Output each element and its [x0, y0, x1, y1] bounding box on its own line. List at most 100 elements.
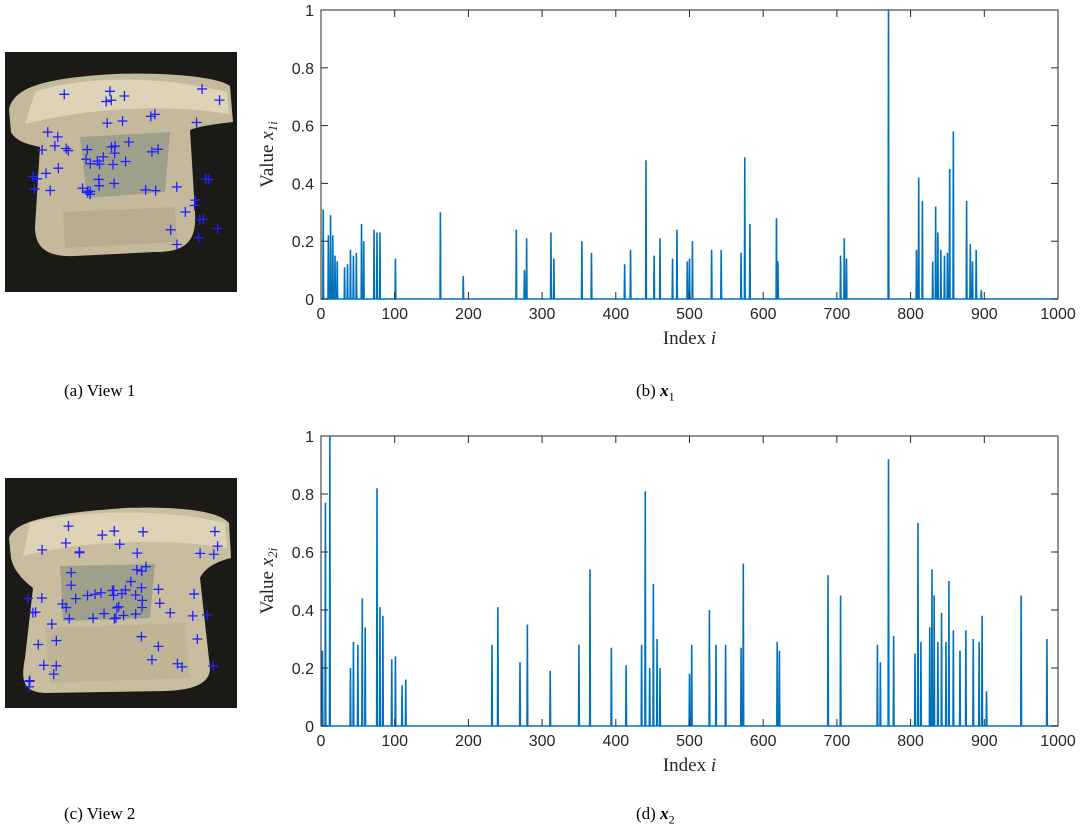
feature-marker	[63, 145, 74, 156]
x-tick-label: 100	[381, 733, 408, 750]
feature-marker	[97, 530, 108, 541]
feature-marker	[117, 116, 128, 127]
y-tick-label: 0.6	[292, 545, 314, 562]
feature-marker	[120, 156, 131, 167]
feature-marker	[37, 145, 48, 156]
caption-b-subscript: 1	[668, 389, 675, 404]
feature-marker	[189, 200, 200, 211]
feature-marker	[154, 598, 165, 609]
feature-marker	[110, 613, 121, 624]
feature-marker	[59, 89, 70, 100]
feature-marker	[51, 660, 62, 671]
x-tick-label: 1000	[1040, 306, 1076, 323]
x-tick-label: 600	[750, 733, 777, 750]
x-tick-label: 700	[824, 733, 851, 750]
y-tick-label: 0.6	[292, 119, 314, 136]
feature-marker	[136, 631, 147, 642]
feature-marker	[187, 610, 198, 621]
view2-image	[5, 478, 237, 708]
feature-marker	[106, 141, 117, 152]
caption-c: (c) View 2	[64, 804, 136, 823]
feature-marker	[138, 526, 149, 537]
feature-marker	[36, 593, 47, 604]
feature-marker	[82, 590, 93, 601]
feature-marker	[171, 239, 182, 250]
feature-marker	[74, 547, 85, 558]
feature-marker	[93, 174, 104, 185]
feature-marker	[23, 593, 34, 604]
feature-marker	[88, 613, 99, 624]
feature-marker	[106, 95, 117, 106]
x-tick-label: 0	[317, 306, 326, 323]
caption-b: (b) x1	[636, 381, 675, 404]
chart-x2: 0 100 200 300 400 500 600 700 800 900 1000 0 0.2 0.4 0…	[257, 429, 1076, 776]
feature-marker	[94, 159, 105, 170]
feature-marker	[140, 561, 151, 572]
x-tick-label: 500	[676, 306, 703, 323]
feature-marker	[118, 610, 129, 621]
feature-marker	[29, 184, 40, 195]
feature-marker	[53, 163, 64, 174]
feature-marker	[120, 585, 131, 596]
x-tick-label: 200	[455, 733, 482, 750]
feature-marker	[52, 131, 63, 142]
x-tick-label: 300	[529, 733, 556, 750]
caption-d-prefix: (d)	[636, 804, 661, 823]
y-tick-label: 0.2	[292, 661, 314, 678]
telephone-handset	[23, 512, 227, 556]
feature-marker	[61, 143, 72, 154]
feature-marker	[41, 168, 52, 179]
x-tick-label: 400	[602, 306, 629, 323]
x-tick-label: 800	[897, 733, 924, 750]
feature-marker	[208, 661, 219, 672]
y-tick-label: 0.4	[292, 603, 314, 620]
feature-marker	[146, 146, 157, 157]
y-tick-label: 0.8	[292, 61, 314, 78]
chart-x1: 0 100 200 300 400 500 600 700 800 900 1000 0 0.2 0.4 0…	[257, 3, 1076, 349]
x-tick-label: 400	[602, 733, 629, 750]
feature-marker	[150, 185, 161, 196]
feature-marker	[130, 589, 141, 600]
feature-marker	[113, 601, 124, 612]
feature-marker	[90, 589, 101, 600]
feature-marker	[77, 183, 88, 194]
feature-marker	[32, 173, 43, 184]
feature-marker	[212, 223, 223, 234]
y-axis-label: Value x2i	[257, 547, 280, 614]
feature-marker	[51, 635, 62, 646]
view1-image	[5, 52, 237, 292]
feature-marker	[42, 127, 53, 138]
x-tick-label: 700	[824, 306, 851, 323]
feature-marker	[45, 185, 56, 196]
caption-b-symbol: x	[660, 381, 669, 400]
feature-marker	[123, 136, 134, 147]
y-tick-label: 0.2	[292, 234, 314, 251]
caption-d: (d) x2	[636, 804, 675, 827]
y-tick-label: 0	[305, 719, 314, 736]
feature-marker	[153, 144, 164, 155]
telephone-photo-2	[5, 478, 237, 708]
feature-marker	[212, 541, 223, 552]
feature-marker	[131, 564, 142, 575]
feature-marker	[165, 607, 176, 618]
x-tick-label: 600	[750, 306, 777, 323]
caption-a: (a) View 1	[64, 381, 136, 400]
y-tick-label: 1	[305, 429, 314, 446]
feature-marker	[153, 641, 164, 652]
feature-marker	[114, 539, 125, 550]
feature-marker	[191, 117, 202, 128]
feature-marker	[140, 184, 151, 195]
feature-marker	[193, 232, 204, 243]
feature-marker	[171, 181, 182, 192]
feature-marker	[37, 544, 48, 555]
telephone-handset	[25, 79, 229, 124]
feature-marker	[146, 654, 157, 665]
x-axis-label: Index i	[663, 755, 716, 776]
y-tick-label: 0.4	[292, 176, 314, 193]
feature-marker	[28, 171, 39, 182]
feature-marker	[202, 609, 213, 620]
y-tick-label: 1	[305, 3, 314, 20]
feature-marker	[109, 178, 120, 189]
feature-marker	[101, 96, 112, 107]
